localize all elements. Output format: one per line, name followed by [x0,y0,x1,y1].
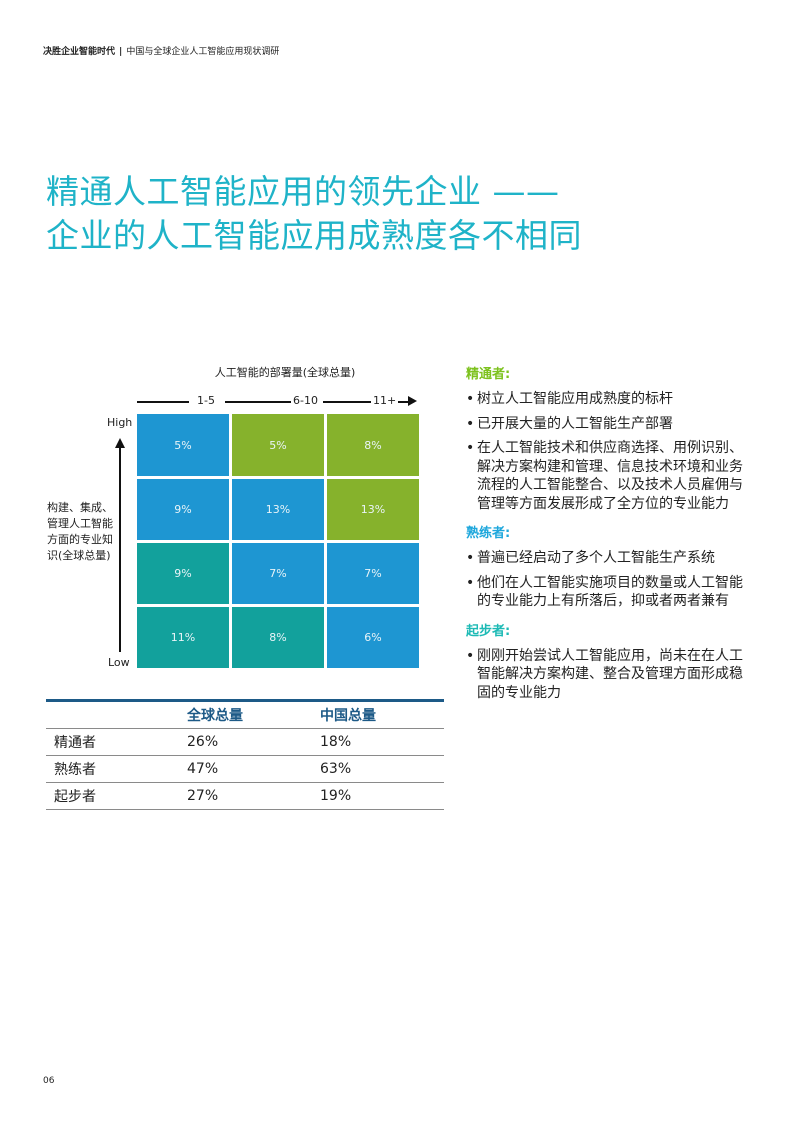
y-axis-high-label: High [107,416,133,429]
report-subtitle: 中国与全球企业人工智能应用现状调研 [126,47,280,57]
table-cell-china: 18% [320,734,352,750]
maturity-descriptions: 精通者: 树立人工智能应用成熟度的标杆 已开展大量的人工智能生产部署 在人工智能… [466,366,756,708]
running-header: 决胜企业智能时代 | 中国与全球企业人工智能应用现状调研 [43,44,279,57]
bullet-item: 普遍已经启动了多个人工智能生产系统 [466,549,756,568]
x-tick-11-plus: 11+ [373,394,397,407]
heatmap-cell: 5% [137,414,229,476]
bullet-item: 他们在人工智能实施项目的数量或人工智能的专业能力上有所落后，抑或者两者兼有 [466,574,756,611]
heatmap-cell: 13% [232,479,324,540]
heatmap-cell: 5% [232,414,324,476]
table-cell-global: 26% [187,734,219,750]
x-axis-line [137,401,189,403]
x-axis-line [225,401,291,403]
arrow-right-icon [408,396,417,406]
bullet-item: 刚刚开始尝试人工智能应用，尚未在在人工智能解决方案构建、整合及管理方面形成稳固的… [466,647,756,703]
heatmap-cell: 11% [137,607,229,668]
y-axis-title: 构建、集成、管理人工智能方面的专业知识(全球总量) [47,501,113,562]
page-title-line2: 企业的人工智能应用成熟度各不相同 [46,216,582,255]
table-cell-china: 19% [320,788,352,804]
table-row: 起步者 27% 19% [46,783,444,810]
table-header-china: 中国总量 [320,708,376,724]
section-title-beginners: 起步者: [466,623,511,639]
heatmap-cell: 8% [327,414,419,476]
x-tick-6-10: 6-10 [293,394,318,407]
y-axis-low-label: Low [108,656,130,669]
heatmap-cell: 6% [327,607,419,668]
bullet-item: 已开展大量的人工智能生产部署 [466,415,756,434]
heatmap-grid: 5% 5% 8% 9% 13% 13% 9% 7% 7% 11% 8% 6% [137,414,419,668]
table-header-global: 全球总量 [187,708,243,724]
bullet-item: 树立人工智能应用成熟度的标杆 [466,390,756,409]
table-cell-china: 63% [320,761,352,777]
table-cell-global: 47% [187,761,219,777]
page-number: 06 [43,1076,55,1086]
bullet-item: 在人工智能技术和供应商选择、用例识别、解决方案构建和管理、信息技术环境和业务流程… [466,439,756,513]
bullet-list: 普遍已经启动了多个人工智能生产系统 他们在人工智能实施项目的数量或人工智能的专业… [466,549,756,611]
heatmap-cell: 7% [232,543,324,604]
heatmap-cell: 13% [327,479,419,540]
table-header-row: 全球总量 中国总量 [46,702,444,729]
x-axis-line [398,401,410,403]
bullet-list: 树立人工智能应用成熟度的标杆 已开展大量的人工智能生产部署 在人工智能技术和供应… [466,390,756,513]
page-title-line1: 精通人工智能应用的领先企业 —— [46,172,560,211]
x-axis: 1-5 6-10 11+ [137,394,418,408]
heatmap-cell: 9% [137,543,229,604]
report-title: 决胜企业智能时代 [43,47,116,57]
table-cell-global: 27% [187,788,219,804]
table-cell-category: 精通者 [54,735,96,751]
section-beginners: 起步者: 刚刚开始尝试人工智能应用，尚未在在人工智能解决方案构建、整合及管理方面… [466,623,756,703]
section-masters: 精通者: 树立人工智能应用成熟度的标杆 已开展大量的人工智能生产部署 在人工智能… [466,366,756,513]
table-cell-category: 起步者 [54,789,96,805]
header-separator: | [119,47,123,57]
x-axis-line [323,401,371,403]
table-top-rule [46,699,444,702]
maturity-summary-table: 全球总量 中国总量 精通者 26% 18% 熟练者 47% 63% 起步者 27… [46,699,444,810]
page-title: 精通人工智能应用的领先企业 —— 企业的人工智能应用成熟度各不相同 [46,170,582,258]
section-title-masters: 精通者: [466,367,511,382]
section-proficient: 熟练者: 普遍已经启动了多个人工智能生产系统 他们在人工智能实施项目的数量或人工… [466,525,756,611]
y-axis-line [119,447,121,652]
table-row: 熟练者 47% 63% [46,756,444,783]
table-cell-category: 熟练者 [54,762,96,778]
heatmap-cell: 7% [327,543,419,604]
table-row: 精通者 26% 18% [46,729,444,756]
heatmap-cell: 8% [232,607,324,668]
bullet-list: 刚刚开始尝试人工智能应用，尚未在在人工智能解决方案构建、整合及管理方面形成稳固的… [466,647,756,703]
heatmap-cell: 9% [137,479,229,540]
section-title-proficient: 熟练者: [466,526,511,541]
x-axis-title: 人工智能的部署量(全球总量) [214,366,356,379]
arrow-up-icon [115,438,125,448]
x-tick-1-5: 1-5 [197,394,215,407]
